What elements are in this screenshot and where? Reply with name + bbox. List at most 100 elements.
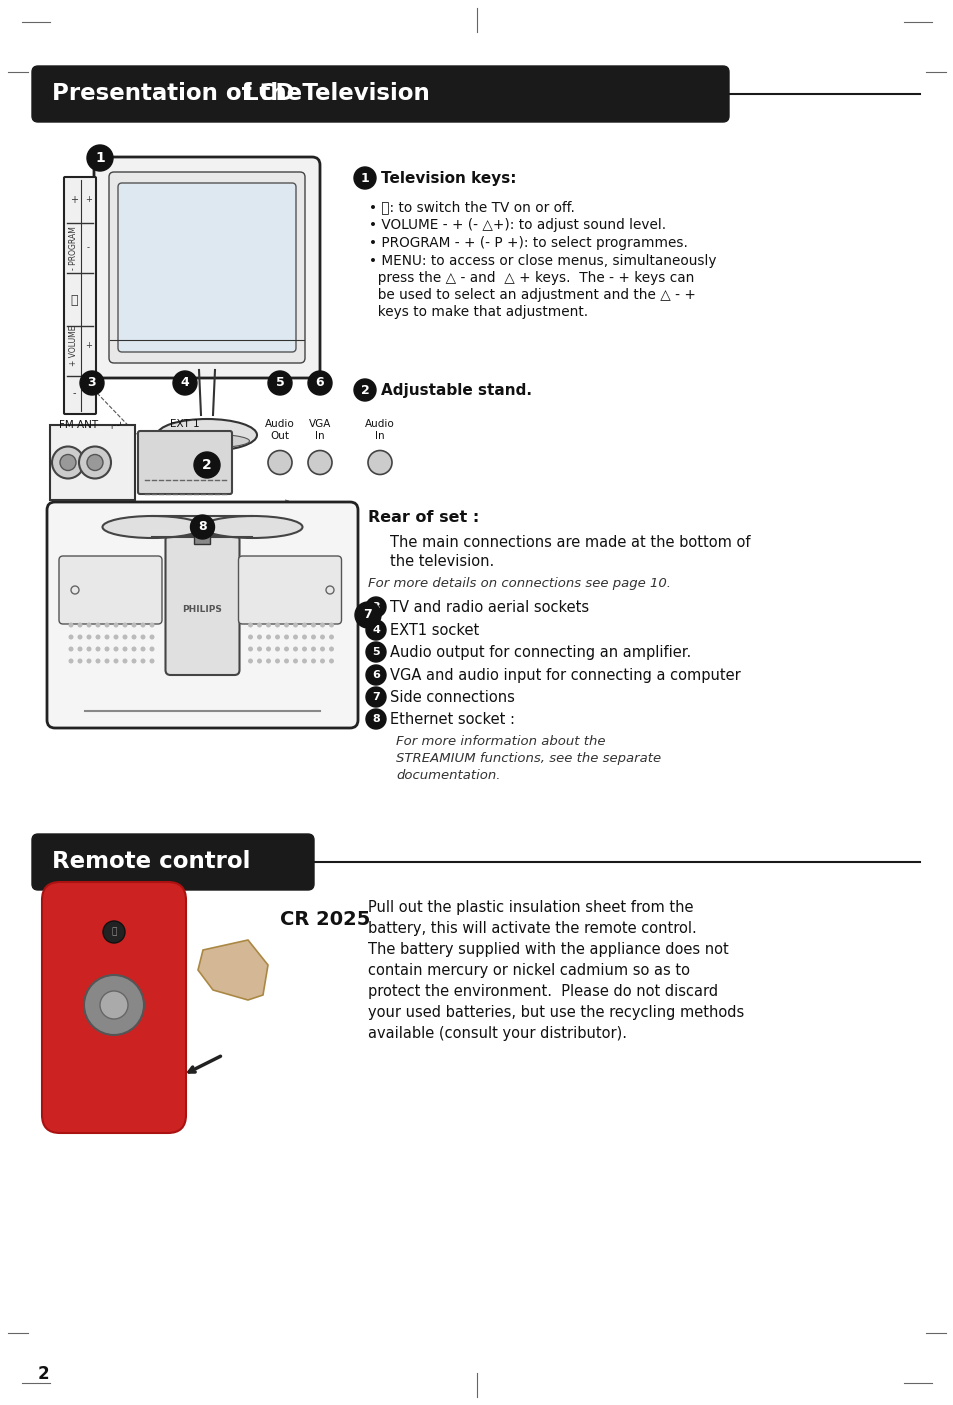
Text: Audio output for connecting an amplifier.: Audio output for connecting an amplifier… [390, 645, 691, 660]
Circle shape [293, 659, 297, 663]
Circle shape [77, 622, 82, 628]
Circle shape [256, 646, 262, 652]
Circle shape [311, 659, 315, 663]
Text: 1: 1 [95, 150, 105, 164]
Text: 5: 5 [275, 377, 284, 389]
Circle shape [193, 452, 220, 478]
Circle shape [329, 635, 334, 639]
Circle shape [140, 635, 146, 639]
Circle shape [87, 659, 91, 663]
FancyBboxPatch shape [118, 183, 295, 353]
Circle shape [140, 646, 146, 652]
FancyBboxPatch shape [32, 66, 728, 122]
Text: CR 2025: CR 2025 [280, 910, 370, 929]
Text: -: - [72, 388, 75, 398]
Circle shape [329, 622, 334, 628]
Circle shape [266, 646, 271, 652]
Circle shape [77, 635, 82, 639]
Circle shape [113, 646, 118, 652]
Text: 5: 5 [372, 646, 379, 658]
Circle shape [274, 646, 280, 652]
Text: For more information about the: For more information about the [395, 735, 605, 747]
Circle shape [105, 646, 110, 652]
Text: + VOLUME: + VOLUME [70, 326, 78, 367]
Circle shape [113, 635, 118, 639]
FancyBboxPatch shape [42, 882, 186, 1132]
Circle shape [60, 454, 76, 471]
Circle shape [69, 622, 73, 628]
Text: EXT1 socket: EXT1 socket [390, 622, 478, 638]
Text: ⏻: ⏻ [112, 927, 116, 937]
Text: 8: 8 [372, 714, 379, 724]
Circle shape [274, 622, 280, 628]
Text: • PROGRAM - + (- P +): to select programmes.: • PROGRAM - + (- P +): to select program… [369, 236, 687, 250]
Text: 3: 3 [88, 377, 96, 389]
Circle shape [366, 710, 386, 729]
Circle shape [284, 635, 289, 639]
Text: available (consult your distributor).: available (consult your distributor). [368, 1026, 626, 1041]
Circle shape [308, 371, 332, 395]
Text: 7: 7 [372, 693, 379, 702]
Bar [194, 530, 211, 544]
Circle shape [87, 646, 91, 652]
Circle shape [95, 646, 100, 652]
Text: documentation.: documentation. [395, 769, 500, 783]
Circle shape [268, 371, 292, 395]
Circle shape [113, 622, 118, 628]
Text: Ethernet socket :: Ethernet socket : [390, 712, 515, 726]
Circle shape [366, 687, 386, 707]
Text: Side connections: Side connections [390, 690, 515, 705]
Text: your used batteries, but use the recycling methods: your used batteries, but use the recycli… [368, 1005, 743, 1020]
Circle shape [122, 659, 128, 663]
Circle shape [191, 516, 214, 540]
Text: 7: 7 [363, 608, 372, 621]
Text: Audio
In: Audio In [365, 419, 395, 441]
Circle shape [248, 635, 253, 639]
Text: Television keys:: Television keys: [380, 170, 516, 185]
Text: EXT 1: EXT 1 [170, 419, 199, 429]
Circle shape [354, 167, 375, 190]
Text: - PROGRAM: - PROGRAM [70, 226, 78, 270]
Text: protect the environment.  Please do not discard: protect the environment. Please do not d… [368, 983, 718, 999]
Text: PHILIPS: PHILIPS [182, 606, 222, 614]
FancyBboxPatch shape [138, 431, 232, 495]
Text: VGA and audio input for connecting a computer: VGA and audio input for connecting a com… [390, 667, 740, 683]
FancyBboxPatch shape [94, 157, 319, 378]
Circle shape [293, 635, 297, 639]
Circle shape [69, 635, 73, 639]
Circle shape [103, 922, 125, 943]
Circle shape [172, 371, 196, 395]
Circle shape [84, 975, 144, 1035]
FancyBboxPatch shape [59, 556, 162, 624]
Circle shape [140, 659, 146, 663]
Circle shape [52, 447, 84, 479]
Circle shape [256, 635, 262, 639]
Text: contain mercury or nickel cadmium so as to: contain mercury or nickel cadmium so as … [368, 962, 689, 978]
Text: LCD Television: LCD Television [244, 83, 429, 105]
Circle shape [355, 601, 380, 628]
Bar [152, 516, 253, 537]
Circle shape [150, 635, 154, 639]
Text: 2: 2 [360, 384, 369, 396]
Text: • VOLUME - + (- △+): to adjust sound level.: • VOLUME - + (- △+): to adjust sound lev… [369, 218, 665, 232]
Text: Presentation of the: Presentation of the [52, 83, 310, 105]
Circle shape [319, 635, 325, 639]
Circle shape [302, 635, 307, 639]
Text: 6: 6 [372, 670, 379, 680]
Circle shape [105, 635, 110, 639]
Circle shape [266, 622, 271, 628]
FancyBboxPatch shape [32, 835, 314, 889]
Circle shape [95, 622, 100, 628]
Text: Adjustable stand.: Adjustable stand. [380, 382, 532, 398]
Text: the television.: the television. [390, 554, 494, 569]
Circle shape [87, 454, 103, 471]
Circle shape [248, 646, 253, 652]
Circle shape [311, 622, 315, 628]
Circle shape [366, 620, 386, 641]
Text: battery, this will activate the remote control.: battery, this will activate the remote c… [368, 922, 696, 936]
Text: 4: 4 [180, 377, 190, 389]
Circle shape [140, 622, 146, 628]
Circle shape [302, 646, 307, 652]
Ellipse shape [202, 516, 302, 538]
Circle shape [113, 659, 118, 663]
